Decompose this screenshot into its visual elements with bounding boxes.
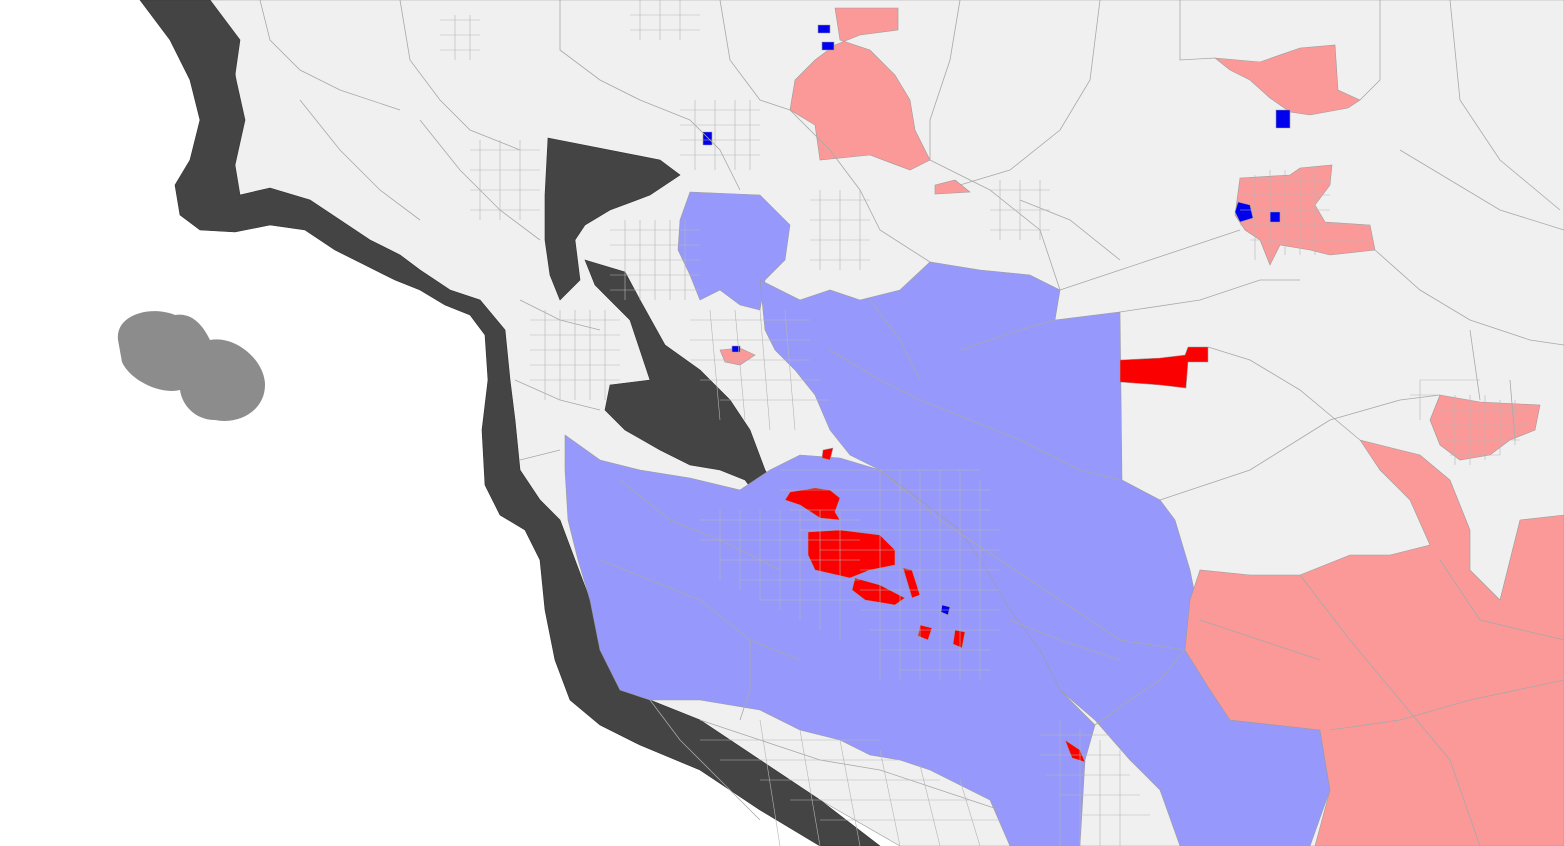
dark-blue-tract-4 xyxy=(1275,109,1291,129)
light-blue-region-north xyxy=(677,191,791,311)
dark-blue-tract-1 xyxy=(817,24,831,34)
light-red-region-northeast xyxy=(1214,44,1361,116)
dark-red-tract-6 xyxy=(917,624,933,641)
bay-water-central xyxy=(584,259,806,531)
dark-blue-tract-2 xyxy=(821,41,835,51)
offshore-island xyxy=(117,311,265,421)
light-blue-region-south xyxy=(564,434,1096,846)
light-blue-region-east xyxy=(759,261,1331,846)
light-red-region-far-southeast xyxy=(1184,439,1564,846)
dark-red-tract-2 xyxy=(784,487,841,521)
light-red-region-north xyxy=(789,7,931,171)
dark-blue-tract-8 xyxy=(731,345,741,353)
dark-red-tract-9 xyxy=(821,447,834,461)
tract-boundaries-coarse xyxy=(259,0,1564,846)
dark-blue-tract-6 xyxy=(1269,211,1281,223)
dark-red-tract-1 xyxy=(1119,346,1209,389)
dark-red-tract-7 xyxy=(952,629,966,649)
dark-red-tract-3 xyxy=(807,529,896,579)
light-red-tract-small-1 xyxy=(934,179,971,195)
tract-boundaries-fine xyxy=(440,0,1530,846)
bay-water-north xyxy=(544,137,681,301)
coastal-offshore-tracts xyxy=(139,0,881,846)
dark-blue-tract-5 xyxy=(1234,201,1254,223)
